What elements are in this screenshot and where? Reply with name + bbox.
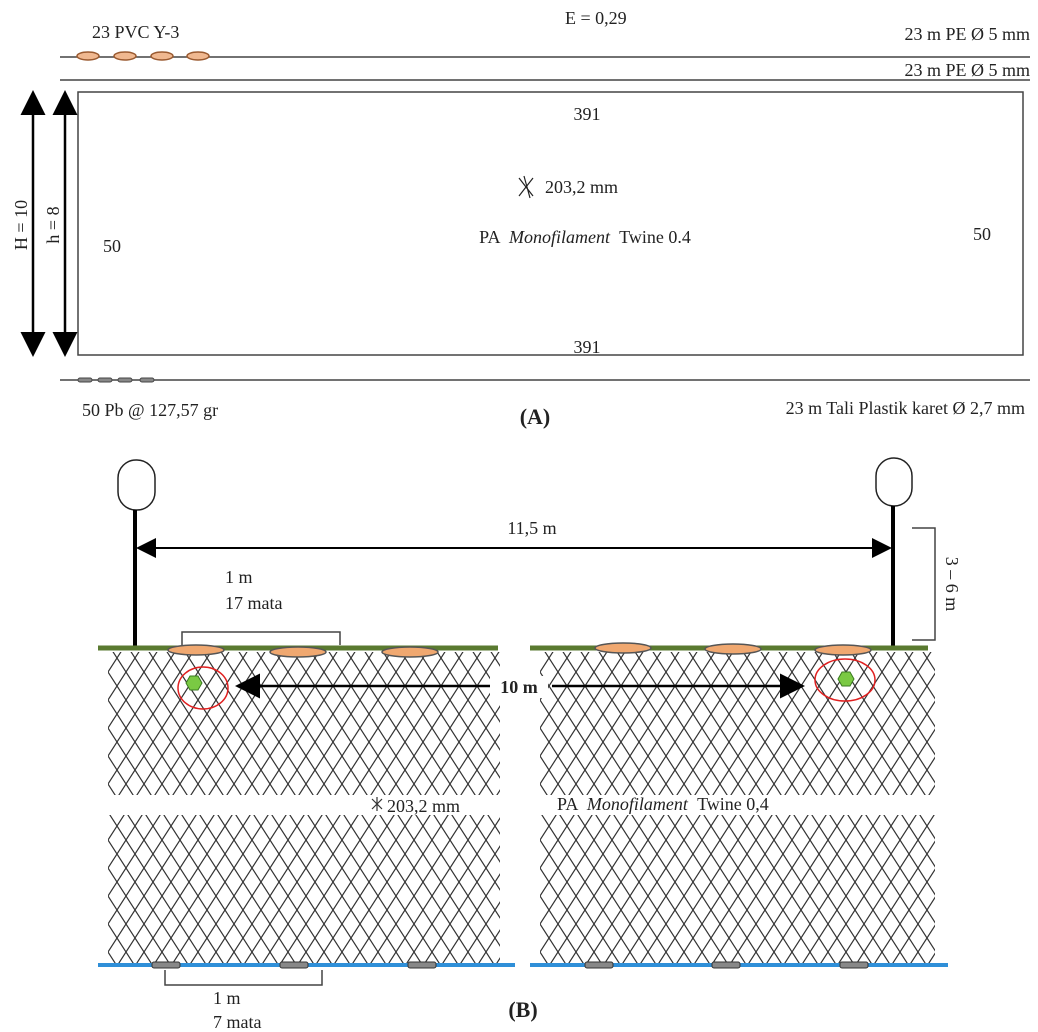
mesh-top: 391 <box>574 104 601 124</box>
head-rope-label: 23 m PE Ø 5 mm <box>904 24 1030 44</box>
material-suffix: Twine 0.4 <box>619 227 691 247</box>
net-panel <box>77 91 1024 356</box>
material: PA Monofilament Twine 0.4 <box>479 227 691 247</box>
floats <box>76 51 210 61</box>
hanging-ratio: E = 0,29 <box>565 8 627 28</box>
net <box>540 815 935 965</box>
sinker-bracket <box>164 970 323 986</box>
net <box>108 815 500 965</box>
panel-a: 23 PVC Y-3 E = 0,29 23 m PE Ø 5 mm 23 m … <box>11 8 1030 429</box>
material: PA Monofilament Twine 0,4 <box>557 794 769 814</box>
floats <box>167 642 872 658</box>
material-suffix: Twine 0,4 <box>697 794 769 814</box>
buoy <box>117 459 156 511</box>
lead-line-label: 23 m Tali Plastik karet Ø 2,7 mm <box>786 398 1025 418</box>
buoy <box>875 457 913 507</box>
panel-b: 11,5 m 3 – 6 m 1 m 17 mata 10 m 203,2 mm… <box>98 457 962 1032</box>
marker-circle <box>814 658 876 702</box>
sinker-spacing: 1 m <box>213 988 241 1008</box>
depth-left: 50 <box>103 236 121 256</box>
float-label: 23 PVC Y-3 <box>92 22 179 42</box>
buoy-distance: 11,5 m <box>507 518 556 538</box>
marker-circle <box>177 666 229 710</box>
mesh-size: 203,2 mm <box>545 177 618 197</box>
float-bracket <box>181 631 341 645</box>
buoy-depth: 3 – 6 m <box>942 557 962 612</box>
net <box>540 652 935 795</box>
float-spacing: 1 m <box>225 567 253 587</box>
depth-bracket <box>912 527 936 641</box>
material-italic: Monofilament <box>586 794 689 814</box>
label-bg <box>490 676 548 698</box>
depth-right: 50 <box>973 224 991 244</box>
caption-a: (A) <box>520 404 551 429</box>
mesh-icon <box>518 175 534 199</box>
caption-b: (B) <box>508 997 537 1022</box>
sinker-label: 50 Pb @ 127,57 gr <box>82 400 218 420</box>
material-prefix: PA <box>479 227 500 247</box>
mesh-bottom: 391 <box>574 337 601 357</box>
material-italic: Monofilament <box>508 227 611 247</box>
marker-distance: 10 m <box>500 677 538 697</box>
mesh-size: 203,2 mm <box>387 796 460 816</box>
marker <box>185 675 203 691</box>
sinker-meshes: 7 mata <box>213 1012 261 1032</box>
height-outer: H = 10 <box>11 200 31 250</box>
material-prefix: PA <box>557 794 578 814</box>
float-meshes: 17 mata <box>225 593 282 613</box>
height-inner: h = 8 <box>43 206 63 243</box>
float-line-label: 23 m PE Ø 5 mm <box>904 60 1030 80</box>
net <box>108 652 500 795</box>
sinkers <box>77 377 155 383</box>
sinkers <box>151 961 869 969</box>
mesh-icon <box>371 797 383 811</box>
marker <box>837 671 855 687</box>
